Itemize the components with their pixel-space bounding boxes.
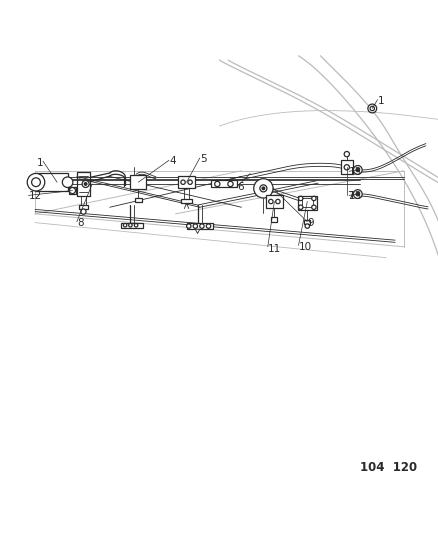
- Circle shape: [311, 205, 315, 209]
- Circle shape: [186, 224, 191, 228]
- Circle shape: [123, 223, 127, 227]
- Text: 1: 1: [36, 158, 43, 168]
- Circle shape: [343, 151, 349, 157]
- Bar: [210, 181, 237, 188]
- Circle shape: [369, 106, 374, 111]
- Text: 8: 8: [77, 217, 83, 228]
- Circle shape: [353, 190, 361, 198]
- Bar: [78, 205, 88, 209]
- Text: 1: 1: [377, 95, 383, 106]
- Circle shape: [298, 196, 302, 200]
- Bar: [177, 176, 195, 188]
- Text: 104  120: 104 120: [359, 461, 416, 474]
- Circle shape: [187, 180, 192, 184]
- Circle shape: [268, 199, 272, 204]
- Circle shape: [32, 178, 40, 187]
- Text: 10: 10: [298, 242, 311, 252]
- Bar: [130, 175, 146, 189]
- Circle shape: [343, 165, 349, 170]
- Circle shape: [227, 181, 233, 187]
- Circle shape: [367, 104, 376, 113]
- Circle shape: [259, 185, 266, 192]
- Circle shape: [353, 166, 361, 174]
- Bar: [301, 198, 312, 207]
- Text: 12: 12: [28, 191, 42, 201]
- Circle shape: [298, 205, 302, 209]
- Bar: [134, 198, 141, 203]
- Text: 13: 13: [348, 191, 361, 201]
- Text: 6: 6: [237, 182, 243, 192]
- Text: 11: 11: [267, 244, 280, 254]
- Circle shape: [128, 223, 132, 227]
- Text: 4: 4: [169, 156, 175, 166]
- Bar: [186, 223, 212, 229]
- Circle shape: [81, 209, 86, 214]
- Circle shape: [206, 224, 210, 228]
- Circle shape: [84, 183, 87, 185]
- Circle shape: [193, 224, 197, 228]
- Text: 5: 5: [199, 154, 206, 164]
- Circle shape: [311, 196, 315, 200]
- Polygon shape: [195, 229, 199, 233]
- Text: 9: 9: [307, 217, 313, 228]
- Bar: [271, 217, 277, 222]
- Bar: [181, 199, 191, 203]
- Circle shape: [199, 224, 204, 228]
- Bar: [297, 196, 316, 210]
- Circle shape: [180, 180, 185, 184]
- Circle shape: [27, 173, 45, 191]
- Circle shape: [355, 192, 359, 196]
- Bar: [265, 196, 283, 208]
- Text: 7: 7: [346, 191, 353, 201]
- Circle shape: [275, 199, 279, 204]
- Circle shape: [69, 188, 75, 193]
- Bar: [120, 223, 142, 228]
- Circle shape: [355, 168, 359, 172]
- Bar: [304, 220, 310, 224]
- Circle shape: [62, 177, 73, 188]
- Bar: [340, 160, 352, 174]
- Bar: [36, 173, 67, 191]
- Text: 13: 13: [348, 167, 361, 177]
- Circle shape: [253, 179, 272, 198]
- Circle shape: [261, 187, 264, 190]
- Circle shape: [304, 224, 309, 228]
- Circle shape: [134, 223, 138, 227]
- Bar: [69, 188, 75, 193]
- Circle shape: [214, 181, 219, 187]
- Circle shape: [82, 181, 89, 188]
